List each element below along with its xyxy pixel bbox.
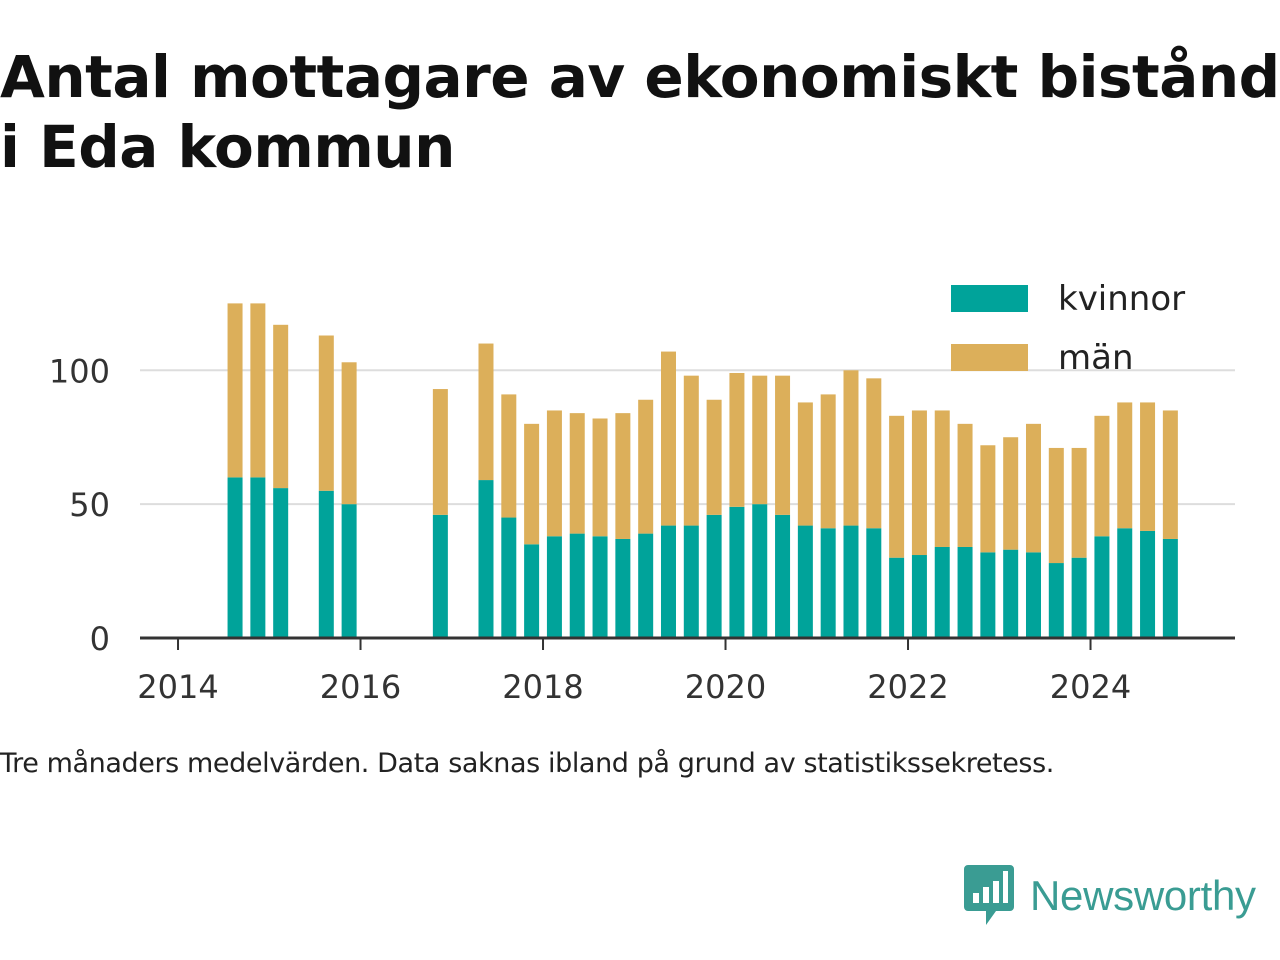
bar-man [227,303,243,478]
bar-kvinnor [478,480,494,638]
legend: kvinnor män [951,279,1185,378]
bar-kvinnor [501,517,517,638]
bar-man [341,362,357,505]
bar-kvinnor [615,538,631,638]
bar-kvinnor [1094,536,1110,638]
x-axis [140,636,1235,650]
bar-man [775,375,791,515]
legend-label-kvinnor: kvinnor [1058,279,1185,319]
x-tick-label: 2020 [685,668,766,706]
bar-man [1003,437,1019,550]
y-axis-labels: 0 50 100 [49,352,110,658]
bar-man [820,394,836,529]
bar-kvinnor [957,546,973,638]
bar-man [843,370,859,526]
bar-kvinnor [683,525,699,638]
bar-kvinnor [820,528,836,638]
bar-man [911,410,927,556]
bar-man [592,418,608,537]
bars [227,303,1178,638]
brand-name: Newsworthy [1030,872,1256,919]
bar-kvinnor [843,525,859,638]
bar-man [1071,447,1087,558]
bar-man [934,410,950,547]
bar-man [318,335,334,491]
bar-man [478,343,494,481]
bar-man [1140,402,1156,531]
bar-kvinnor [1025,552,1041,638]
x-tick-label: 2018 [502,668,583,706]
bar-kvinnor [273,488,289,638]
bar-kvinnor [227,477,243,638]
bar-man [752,375,768,505]
bar-man [1162,410,1178,539]
y-tick-label: 50 [69,486,110,524]
chart-title: Antal mottagare av ekonomiskt bistånd i … [0,43,1280,181]
bar-kvinnor [1003,549,1019,638]
x-tick-label: 2014 [137,668,218,706]
bar-man [660,351,676,526]
bar-kvinnor [638,533,654,638]
bar-kvinnor [889,557,905,638]
bar-kvinnor [592,536,608,638]
bar-kvinnor [432,514,448,638]
x-tick-label: 2022 [867,668,948,706]
bar-man [957,423,973,547]
x-tick-label: 2016 [320,668,401,706]
bar-man [1117,402,1133,529]
bar-man [797,402,813,526]
bar-kvinnor [660,525,676,638]
bar-man [1094,415,1110,537]
bar-man [706,399,722,515]
bar-kvinnor [1162,538,1178,638]
legend-swatch-kvinnor [951,285,1028,312]
legend-swatch-man [951,344,1028,371]
bar-kvinnor [1048,563,1064,638]
bar-man [273,324,289,489]
bar-man [432,389,448,515]
bar-kvinnor [341,504,357,638]
bar-kvinnor [934,546,950,638]
bar-kvinnor [866,528,882,638]
bar-kvinnor [1117,528,1133,638]
x-tick-label: 2024 [1050,668,1131,706]
bar-man [729,372,745,507]
y-tick-label: 100 [49,352,110,390]
bar-kvinnor [797,525,813,638]
bar-man [683,375,699,526]
newsworthy-logo-icon [964,865,1014,925]
bar-man [546,410,562,537]
bar-man [889,415,905,558]
bar-man [524,423,540,545]
x-axis-labels: 2014 2016 2018 2020 2022 2024 [137,668,1131,706]
bar-kvinnor [706,514,722,638]
bar-kvinnor [775,514,791,638]
brand: Newsworthy [964,864,1256,928]
bar-man [866,378,882,529]
bar-kvinnor [1140,530,1156,638]
bar-man [501,394,517,518]
bar-kvinnor [729,506,745,638]
bar-kvinnor [911,555,927,638]
bar-kvinnor [250,477,266,638]
bar-man [980,445,996,553]
bar-man [638,399,654,534]
bar-kvinnor [980,552,996,638]
bar-kvinnor [752,504,768,638]
bar-man [569,413,585,534]
bar-man [1048,447,1064,564]
bar-kvinnor [569,533,585,638]
chart-caption: Tre månaders medelvärden. Data saknas ib… [0,748,1054,779]
bar-kvinnor [524,544,540,638]
bar-kvinnor [1071,557,1087,638]
bar-man [250,303,266,478]
bar-man [615,413,631,539]
legend-label-man: män [1058,338,1134,378]
y-tick-label: 0 [90,620,110,658]
bar-kvinnor [546,536,562,638]
bar-kvinnor [318,490,334,638]
bar-man [1025,423,1041,553]
